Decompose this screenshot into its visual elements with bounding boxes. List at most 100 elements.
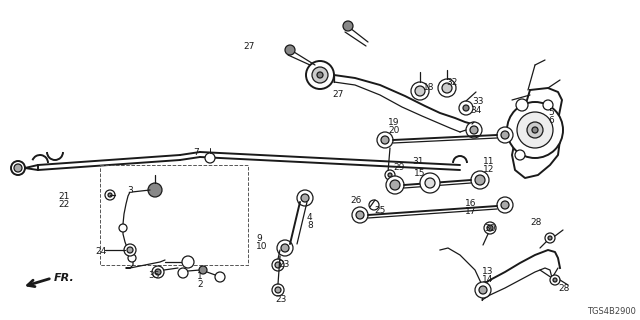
Text: 35: 35 [148, 271, 159, 280]
Circle shape [487, 225, 493, 231]
Circle shape [285, 45, 295, 55]
Circle shape [501, 131, 509, 139]
Circle shape [385, 170, 395, 180]
Text: 27: 27 [243, 42, 254, 51]
Circle shape [182, 256, 194, 268]
Circle shape [105, 190, 115, 200]
Circle shape [275, 287, 281, 293]
Circle shape [471, 171, 489, 189]
Circle shape [543, 100, 553, 110]
Text: 1: 1 [197, 272, 203, 281]
Text: 14: 14 [482, 275, 493, 284]
Text: 28: 28 [530, 218, 541, 227]
Text: 6: 6 [548, 116, 554, 125]
Text: 23: 23 [278, 260, 289, 269]
Circle shape [532, 127, 538, 133]
Circle shape [463, 105, 469, 111]
Circle shape [501, 201, 509, 209]
Circle shape [438, 79, 456, 97]
Circle shape [119, 224, 127, 232]
Text: 15: 15 [414, 169, 426, 178]
Circle shape [470, 126, 478, 134]
Circle shape [466, 122, 482, 138]
Text: 27: 27 [332, 90, 344, 99]
Circle shape [548, 236, 552, 240]
Text: 5: 5 [548, 108, 554, 117]
Text: 31: 31 [412, 157, 424, 166]
Circle shape [352, 207, 368, 223]
Circle shape [275, 262, 281, 268]
Circle shape [415, 86, 425, 96]
Circle shape [388, 173, 392, 177]
Text: 29: 29 [393, 163, 404, 172]
Text: 26: 26 [350, 196, 362, 205]
Text: 18: 18 [423, 83, 435, 92]
Text: 24: 24 [95, 247, 106, 256]
Circle shape [356, 211, 364, 219]
Text: 7: 7 [193, 148, 199, 157]
Circle shape [411, 82, 429, 100]
Text: 28: 28 [558, 284, 570, 293]
Circle shape [14, 164, 22, 172]
Text: 17: 17 [465, 207, 477, 216]
Circle shape [301, 194, 309, 202]
Text: 32: 32 [446, 78, 458, 87]
Circle shape [272, 259, 284, 271]
Circle shape [507, 102, 563, 158]
Circle shape [381, 136, 389, 144]
Circle shape [178, 268, 188, 278]
Circle shape [205, 153, 215, 163]
Circle shape [306, 61, 334, 89]
Circle shape [128, 254, 136, 262]
Text: 12: 12 [483, 165, 494, 174]
Circle shape [515, 150, 525, 160]
Text: 2: 2 [197, 280, 203, 289]
Circle shape [550, 275, 560, 285]
Circle shape [390, 180, 400, 190]
Circle shape [484, 222, 496, 234]
Circle shape [442, 83, 452, 93]
Circle shape [317, 72, 323, 78]
Circle shape [108, 193, 112, 197]
Circle shape [527, 122, 543, 138]
Text: 11: 11 [483, 157, 495, 166]
Text: 10: 10 [256, 242, 268, 251]
Circle shape [420, 173, 440, 193]
Text: 23: 23 [275, 295, 286, 304]
Circle shape [215, 272, 225, 282]
Text: 8: 8 [307, 221, 313, 230]
Circle shape [148, 183, 162, 197]
Circle shape [459, 101, 473, 115]
Text: 20: 20 [388, 126, 399, 135]
Text: 21: 21 [58, 192, 69, 201]
Circle shape [377, 132, 393, 148]
Text: TGS4B2900: TGS4B2900 [587, 307, 636, 316]
Text: 19: 19 [388, 118, 399, 127]
Text: FR.: FR. [54, 273, 75, 283]
Circle shape [152, 266, 164, 278]
Circle shape [281, 244, 289, 252]
Circle shape [369, 200, 379, 210]
Text: 16: 16 [465, 199, 477, 208]
Circle shape [343, 21, 353, 31]
Circle shape [272, 284, 284, 296]
Circle shape [386, 176, 404, 194]
Circle shape [297, 190, 313, 206]
Circle shape [425, 178, 435, 188]
Text: 3: 3 [127, 186, 132, 195]
Text: 30: 30 [484, 224, 495, 233]
Circle shape [199, 266, 207, 274]
Text: 9: 9 [256, 234, 262, 243]
Circle shape [11, 161, 25, 175]
Circle shape [475, 175, 485, 185]
Circle shape [312, 67, 328, 83]
Circle shape [124, 244, 136, 256]
Circle shape [545, 233, 555, 243]
Circle shape [516, 99, 528, 111]
Circle shape [553, 278, 557, 282]
Text: 4: 4 [307, 213, 312, 222]
Circle shape [127, 247, 133, 253]
Circle shape [277, 240, 293, 256]
Text: 22: 22 [58, 200, 69, 209]
Bar [100, 165, 248, 265]
